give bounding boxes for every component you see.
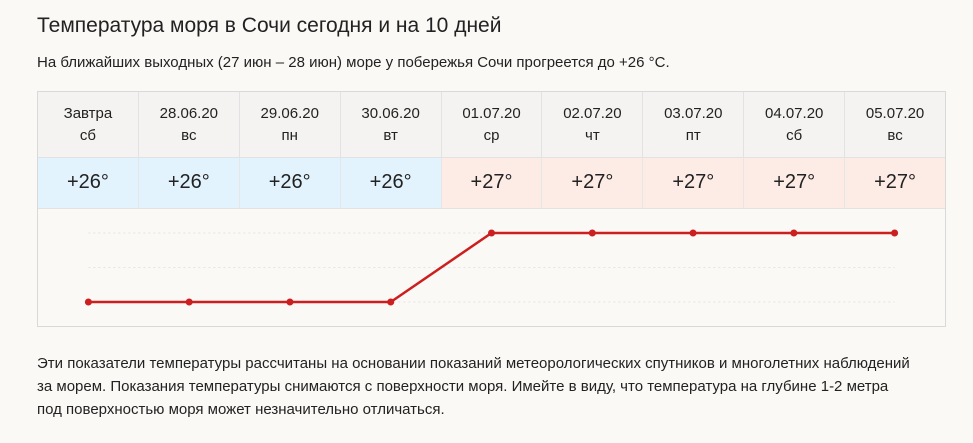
temperature-point — [286, 298, 294, 306]
temperature-chart — [38, 209, 945, 326]
temperature-value: +26° — [239, 158, 341, 208]
date-label: 03.07.20 — [664, 105, 723, 122]
date-header-row: Завтра сб 28.06.20 вс 29.06.20 пн 30.06.20 вт 01… — [38, 92, 945, 158]
weekend-forecast-text: На ближайших выходных (27 июн – 28 июн) … — [37, 54, 670, 71]
methodology-note: Эти показатели температуры рассчитаны на… — [37, 355, 910, 418]
day-column: 29.06.20 пн — [240, 92, 341, 157]
temperature-point — [891, 229, 899, 237]
temperature-value: +27° — [441, 158, 543, 208]
weekday-label: вт — [383, 127, 398, 144]
temperature-point — [387, 298, 395, 306]
date-label: 28.06.20 — [159, 105, 219, 122]
day-column: 01.07.20 ср — [442, 92, 543, 157]
weekday-label: сб — [79, 127, 96, 144]
date-label: 02.07.20 — [563, 105, 622, 122]
temperature-value: +27° — [643, 158, 745, 208]
page-title: Температура моря в Сочи сегодня и на 10 … — [37, 14, 502, 37]
day-column: 30.06.20 вт — [341, 92, 442, 157]
day-column: 05.07.20 вс — [845, 92, 945, 157]
temperature-line-chart — [84, 229, 899, 306]
temperature-value: +27° — [845, 158, 946, 208]
temperature-value: +26° — [38, 158, 139, 208]
temperature-row: +26° +26° +26° +26° +27° +27° +27° +27° +27° — [38, 158, 946, 209]
weekday-label: вс — [181, 127, 197, 144]
date-label: Завтра — [63, 105, 113, 122]
temperature-value: +26° — [340, 158, 442, 208]
date-label: 04.07.20 — [764, 105, 824, 122]
temperature-point — [488, 229, 495, 237]
temperature-value: +26° — [138, 158, 240, 208]
date-label: 29.06.20 — [260, 105, 319, 122]
temperature-value: +27° — [542, 158, 644, 208]
day-column: Завтра сб — [38, 92, 139, 157]
day-column: 28.06.20 вс — [139, 92, 240, 157]
day-column: 02.07.20 чт — [542, 92, 644, 157]
date-label: 30.06.20 — [361, 105, 420, 122]
weekday-label: ср — [483, 127, 500, 144]
temperature-point — [84, 298, 92, 306]
day-column: 03.07.20 пт — [643, 92, 745, 157]
temperature-point — [790, 229, 798, 237]
weekday-label: вс — [887, 127, 903, 144]
temperature-point — [689, 229, 697, 237]
day-column: 04.07.20 сб — [744, 92, 846, 157]
weekday-label: пт — [685, 127, 701, 144]
weekday-label: пн — [281, 127, 298, 144]
weekday-label: сб — [786, 127, 803, 144]
date-label: 05.07.20 — [865, 105, 925, 122]
weekday-label: чт — [585, 127, 600, 144]
temperature-point — [588, 229, 596, 237]
sea-temperature-widget: Завтра сб 28.06.20 вс 29.06.20 пн 30.06.20 вт 01… — [37, 91, 946, 327]
temperature-value: +27° — [744, 158, 846, 208]
temperature-point — [185, 298, 193, 306]
date-label: 01.07.20 — [462, 105, 521, 122]
